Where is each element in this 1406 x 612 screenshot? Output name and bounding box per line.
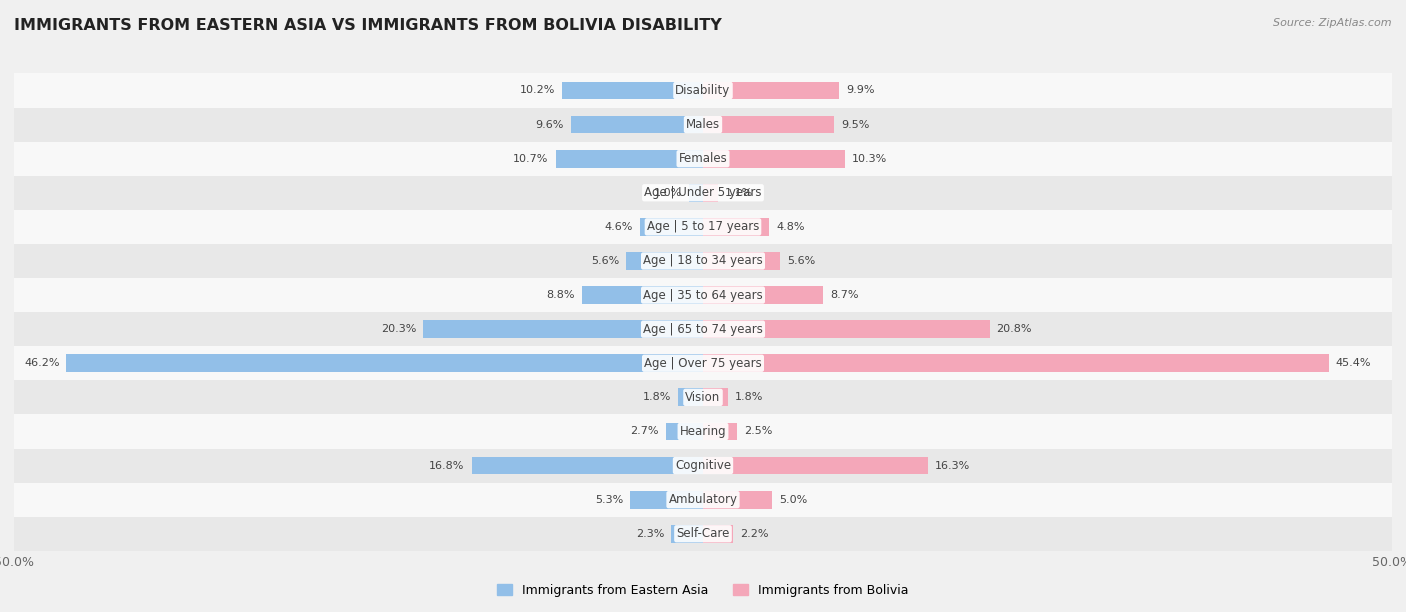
Bar [678, 389, 703, 406]
Bar [689, 184, 703, 201]
Bar [703, 286, 823, 304]
Text: 10.2%: 10.2% [520, 86, 555, 95]
Text: Age | Under 5 years: Age | Under 5 years [644, 186, 762, 200]
Bar [14, 346, 1392, 380]
Bar [14, 278, 1392, 312]
Bar [703, 389, 728, 406]
Text: Age | 35 to 64 years: Age | 35 to 64 years [643, 289, 763, 302]
Bar [640, 218, 703, 236]
Text: 2.3%: 2.3% [636, 529, 665, 539]
Text: 8.8%: 8.8% [547, 290, 575, 300]
Text: 16.3%: 16.3% [935, 461, 970, 471]
Text: 1.8%: 1.8% [643, 392, 671, 402]
Bar [703, 525, 734, 543]
Bar [703, 354, 1329, 372]
Text: 5.3%: 5.3% [595, 494, 623, 505]
Bar [582, 286, 703, 304]
Text: 8.7%: 8.7% [830, 290, 858, 300]
Text: 46.2%: 46.2% [24, 358, 59, 368]
Text: 20.3%: 20.3% [381, 324, 416, 334]
Bar [703, 252, 780, 270]
Text: 10.7%: 10.7% [513, 154, 548, 163]
Text: 1.8%: 1.8% [735, 392, 763, 402]
Bar [703, 491, 772, 509]
Bar [14, 380, 1392, 414]
Bar [703, 116, 834, 133]
Text: 45.4%: 45.4% [1336, 358, 1371, 368]
Bar [671, 525, 703, 543]
Bar [423, 320, 703, 338]
Text: Males: Males [686, 118, 720, 131]
Text: Age | 65 to 74 years: Age | 65 to 74 years [643, 323, 763, 335]
Bar [471, 457, 703, 474]
Bar [14, 244, 1392, 278]
Text: Age | 5 to 17 years: Age | 5 to 17 years [647, 220, 759, 233]
Bar [703, 320, 990, 338]
Bar [14, 176, 1392, 210]
Text: Females: Females [679, 152, 727, 165]
Text: 5.0%: 5.0% [779, 494, 807, 505]
Bar [14, 483, 1392, 517]
Text: 10.3%: 10.3% [852, 154, 887, 163]
Bar [666, 423, 703, 440]
Text: Age | 18 to 34 years: Age | 18 to 34 years [643, 255, 763, 267]
Text: 1.0%: 1.0% [654, 188, 682, 198]
Text: 5.6%: 5.6% [591, 256, 619, 266]
Bar [555, 150, 703, 168]
Text: Self-Care: Self-Care [676, 528, 730, 540]
Text: Cognitive: Cognitive [675, 459, 731, 472]
Text: Vision: Vision [685, 391, 721, 404]
Text: 4.8%: 4.8% [776, 222, 804, 232]
Text: 2.2%: 2.2% [740, 529, 769, 539]
Bar [571, 116, 703, 133]
Text: 2.5%: 2.5% [744, 427, 773, 436]
Bar [703, 423, 738, 440]
Bar [626, 252, 703, 270]
Text: 1.1%: 1.1% [725, 188, 754, 198]
Bar [14, 449, 1392, 483]
Text: 9.6%: 9.6% [536, 119, 564, 130]
Text: Disability: Disability [675, 84, 731, 97]
Text: 9.9%: 9.9% [846, 86, 875, 95]
Text: 2.7%: 2.7% [630, 427, 659, 436]
Text: Ambulatory: Ambulatory [668, 493, 738, 506]
Bar [14, 312, 1392, 346]
Bar [14, 108, 1392, 141]
Text: 4.6%: 4.6% [605, 222, 633, 232]
Text: 5.6%: 5.6% [787, 256, 815, 266]
Bar [14, 414, 1392, 449]
Bar [14, 210, 1392, 244]
Text: Age | Over 75 years: Age | Over 75 years [644, 357, 762, 370]
Bar [14, 141, 1392, 176]
Bar [703, 457, 928, 474]
Bar [14, 73, 1392, 108]
Bar [630, 491, 703, 509]
Text: 20.8%: 20.8% [997, 324, 1032, 334]
Text: Source: ZipAtlas.com: Source: ZipAtlas.com [1274, 18, 1392, 28]
Bar [703, 150, 845, 168]
Text: 16.8%: 16.8% [429, 461, 464, 471]
Bar [66, 354, 703, 372]
Bar [703, 184, 718, 201]
Legend: Immigrants from Eastern Asia, Immigrants from Bolivia: Immigrants from Eastern Asia, Immigrants… [492, 579, 914, 602]
Bar [562, 81, 703, 99]
Bar [703, 218, 769, 236]
Text: IMMIGRANTS FROM EASTERN ASIA VS IMMIGRANTS FROM BOLIVIA DISABILITY: IMMIGRANTS FROM EASTERN ASIA VS IMMIGRAN… [14, 18, 721, 34]
Bar [14, 517, 1392, 551]
Text: 9.5%: 9.5% [841, 119, 869, 130]
Bar [703, 81, 839, 99]
Text: Hearing: Hearing [679, 425, 727, 438]
